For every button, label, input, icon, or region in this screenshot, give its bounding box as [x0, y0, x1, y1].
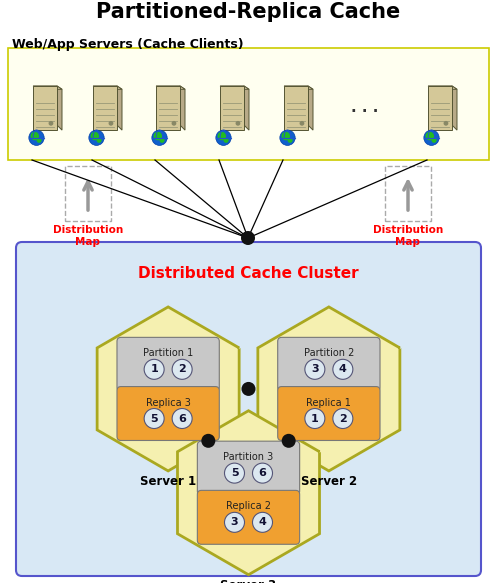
FancyBboxPatch shape	[156, 86, 180, 130]
Text: 3: 3	[311, 364, 319, 374]
Circle shape	[90, 132, 99, 141]
Text: Server 1: Server 1	[140, 475, 196, 488]
Circle shape	[280, 130, 295, 145]
Circle shape	[96, 138, 101, 143]
Text: Server 2: Server 2	[301, 475, 357, 488]
Polygon shape	[156, 86, 185, 89]
Text: 2: 2	[339, 413, 347, 423]
Circle shape	[154, 132, 162, 141]
Circle shape	[252, 463, 272, 483]
Circle shape	[282, 434, 296, 448]
Text: Replica 2: Replica 2	[226, 501, 271, 511]
Polygon shape	[284, 86, 313, 89]
Circle shape	[172, 409, 192, 429]
Circle shape	[242, 382, 255, 396]
Text: 6: 6	[178, 413, 186, 423]
Circle shape	[424, 130, 439, 145]
Circle shape	[89, 130, 104, 145]
Polygon shape	[180, 86, 185, 130]
Polygon shape	[244, 86, 249, 130]
FancyBboxPatch shape	[117, 387, 219, 441]
FancyBboxPatch shape	[284, 86, 308, 130]
Polygon shape	[308, 86, 313, 130]
Text: 4: 4	[339, 364, 347, 374]
Text: 4: 4	[258, 517, 266, 528]
Text: Partition 2: Partition 2	[304, 349, 354, 359]
FancyBboxPatch shape	[93, 86, 117, 130]
Circle shape	[144, 359, 164, 380]
FancyBboxPatch shape	[428, 86, 452, 130]
Circle shape	[172, 122, 175, 125]
Circle shape	[300, 122, 304, 125]
Circle shape	[236, 122, 240, 125]
Text: 5: 5	[150, 413, 158, 423]
Circle shape	[225, 463, 245, 483]
FancyBboxPatch shape	[8, 48, 489, 160]
Circle shape	[216, 130, 231, 145]
Text: Server 3: Server 3	[221, 579, 276, 583]
Text: 2: 2	[178, 364, 186, 374]
Polygon shape	[93, 86, 122, 89]
Circle shape	[109, 122, 113, 125]
Text: Partitioned-Replica Cache: Partitioned-Replica Cache	[96, 2, 401, 22]
Circle shape	[252, 512, 272, 532]
Text: 3: 3	[231, 517, 239, 528]
Circle shape	[29, 130, 44, 145]
Circle shape	[281, 132, 290, 141]
FancyBboxPatch shape	[220, 86, 244, 130]
Text: Partition 1: Partition 1	[143, 349, 193, 359]
Polygon shape	[220, 86, 249, 89]
Circle shape	[201, 434, 215, 448]
FancyBboxPatch shape	[117, 338, 219, 391]
Text: 6: 6	[258, 468, 266, 478]
Circle shape	[160, 138, 165, 143]
Text: Distribution
Map: Distribution Map	[373, 225, 443, 247]
Polygon shape	[177, 411, 320, 575]
Polygon shape	[258, 307, 400, 471]
Polygon shape	[428, 86, 457, 89]
FancyBboxPatch shape	[33, 86, 57, 130]
Circle shape	[333, 359, 353, 380]
Text: 5: 5	[231, 468, 239, 478]
Text: 1: 1	[150, 364, 158, 374]
Text: . . .: . . .	[351, 100, 379, 115]
FancyBboxPatch shape	[197, 441, 300, 495]
Text: Replica 3: Replica 3	[146, 398, 190, 408]
Polygon shape	[117, 86, 122, 130]
Circle shape	[218, 132, 226, 141]
Text: Web/App Servers (Cache Clients): Web/App Servers (Cache Clients)	[12, 38, 244, 51]
Circle shape	[305, 409, 325, 429]
Polygon shape	[452, 86, 457, 130]
Text: 1: 1	[311, 413, 319, 423]
Circle shape	[425, 132, 434, 141]
Text: Replica 1: Replica 1	[307, 398, 351, 408]
Circle shape	[241, 231, 255, 245]
Polygon shape	[33, 86, 62, 89]
Circle shape	[36, 138, 42, 143]
Circle shape	[287, 138, 293, 143]
Circle shape	[152, 130, 167, 145]
Circle shape	[30, 132, 39, 141]
Circle shape	[305, 359, 325, 380]
FancyBboxPatch shape	[16, 242, 481, 576]
Circle shape	[225, 512, 245, 532]
Circle shape	[144, 409, 164, 429]
FancyBboxPatch shape	[278, 387, 380, 441]
Polygon shape	[97, 307, 239, 471]
Text: Partition 3: Partition 3	[223, 452, 274, 462]
Polygon shape	[57, 86, 62, 130]
Circle shape	[172, 359, 192, 380]
Text: Distributed Cache Cluster: Distributed Cache Cluster	[138, 266, 359, 281]
Circle shape	[444, 122, 448, 125]
Circle shape	[49, 122, 53, 125]
Circle shape	[224, 138, 229, 143]
Circle shape	[431, 138, 436, 143]
FancyBboxPatch shape	[278, 338, 380, 391]
Text: Distribution
Map: Distribution Map	[53, 225, 123, 247]
FancyBboxPatch shape	[197, 490, 300, 545]
Circle shape	[333, 409, 353, 429]
